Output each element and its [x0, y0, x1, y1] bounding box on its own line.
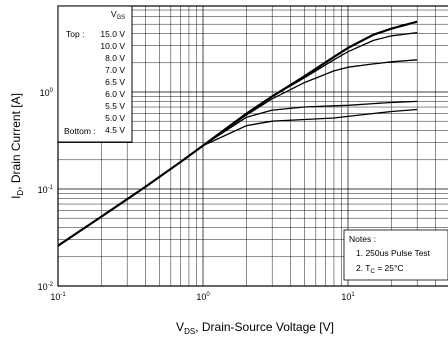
x-tick-label: 100 [196, 292, 210, 302]
legend-entry: 7.0 V [105, 65, 125, 75]
y-tick-label: 10-2 [38, 282, 54, 292]
legend-entry: 4.5 V [105, 125, 125, 135]
legend-header: VGS [111, 9, 125, 21]
legend-entry: 5.5 V [105, 101, 125, 111]
notes-line-2: 2. TC = 25°C [356, 263, 404, 275]
notes-line-1: 1. 250us Pulse Test [356, 248, 431, 258]
legend-entry: 5.0 V [105, 113, 125, 123]
legend-bottom-label: Bottom : [64, 126, 96, 136]
series-line-5 [58, 108, 418, 247]
legend-entry: 6.0 V [105, 89, 125, 99]
legend-entry: 15.0 V [100, 29, 125, 39]
legend-entries: 15.0 V 10.0 V 8.0 V 7.0 V 6.5 V 6.0 V 5.5 V 5.0… [100, 29, 125, 135]
notes-box [343, 229, 448, 281]
y-tick-label: 100 [40, 88, 54, 98]
y-tick-labels: 10-2 10-1 100 [38, 88, 54, 292]
legend-entry: 6.5 V [105, 77, 125, 87]
x-tick-label: 10-1 [50, 292, 66, 302]
legend-entry: 8.0 V [105, 53, 125, 63]
legend: VGS Top : Bottom : 15.0 V 10.0 V 8.0 V 7.0 … [57, 5, 133, 143]
legend-box [57, 5, 133, 143]
plot-frame [57, 5, 448, 287]
notes: Notes : 1. 250us Pulse Test 2. TC = 25°C [343, 229, 448, 281]
y-tick-label: 10-1 [38, 185, 54, 195]
y-axis-title: ID, Drain Current [A] [9, 93, 25, 199]
notes-title: Notes : [349, 234, 376, 244]
x-tick-label: 101 [341, 292, 355, 302]
legend-top-label: Top : [66, 29, 84, 39]
curves [58, 20, 418, 247]
x-axis-title: VDS, Drain-Source Voltage [V] [176, 320, 334, 336]
legend-entry: 10.0 V [100, 41, 125, 51]
x-tick-labels: 10-1 100 101 [50, 292, 355, 302]
